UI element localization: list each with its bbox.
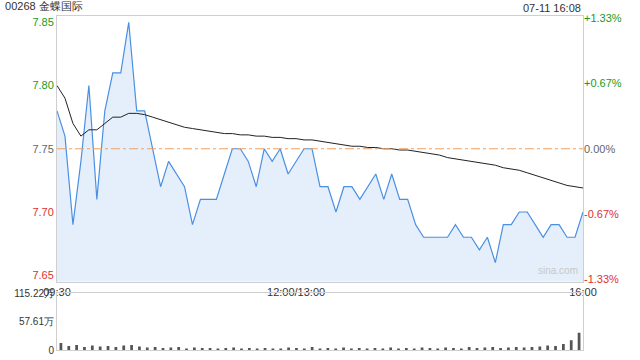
svg-text:+0.67%: +0.67% <box>584 77 622 89</box>
svg-text:07-11 16:08: 07-11 16:08 <box>523 2 581 14</box>
svg-text:+1.33%: +1.33% <box>584 12 622 24</box>
svg-text:0: 0 <box>48 345 54 356</box>
svg-text:12:00/13:00: 12:00/13:00 <box>267 286 325 298</box>
svg-text:7.70: 7.70 <box>32 206 53 218</box>
svg-text:-1.33%: -1.33% <box>584 273 619 285</box>
svg-text:7.80: 7.80 <box>32 79 53 91</box>
svg-text:7.65: 7.65 <box>32 269 53 281</box>
svg-text:7.85: 7.85 <box>32 16 53 28</box>
svg-text:sina.com: sina.com <box>538 265 578 276</box>
svg-text:00268 金蝶国际: 00268 金蝶国际 <box>5 0 83 12</box>
svg-text:09:30: 09:30 <box>43 286 71 298</box>
svg-text:115.22万: 115.22万 <box>14 288 54 299</box>
svg-text:7.75: 7.75 <box>32 143 53 155</box>
svg-text:0.00%: 0.00% <box>584 143 615 155</box>
svg-text:57.61万: 57.61万 <box>19 316 54 327</box>
svg-text:16:00: 16:00 <box>569 286 597 298</box>
svg-text:-0.67%: -0.67% <box>584 208 619 220</box>
